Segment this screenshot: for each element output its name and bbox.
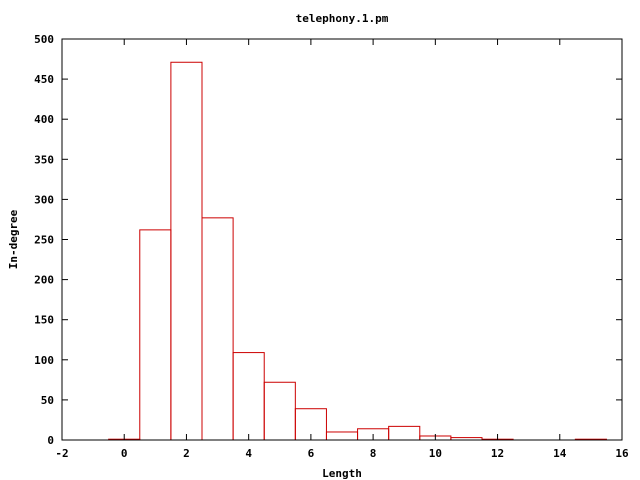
x-tick-label: 14 (553, 447, 567, 460)
x-tick-label: 4 (245, 447, 252, 460)
x-axis-label: Length (322, 467, 362, 480)
bar (325, 431, 359, 441)
x-tick-label: -2 (55, 447, 68, 460)
y-tick-label: 450 (34, 73, 54, 86)
bar (388, 425, 421, 441)
y-tick-label: 200 (34, 274, 54, 287)
x-tick-label: 0 (121, 447, 128, 460)
y-tick-label: 150 (34, 314, 54, 327)
y-tick-label: 100 (34, 354, 54, 367)
y-tick-label: 350 (34, 153, 54, 166)
y-tick-label: 400 (34, 113, 54, 126)
x-tick-label: 8 (370, 447, 377, 460)
y-axis-label: In-degree (7, 209, 20, 269)
y-tick-label: 250 (34, 234, 54, 247)
x-tick-label: 2 (183, 447, 190, 460)
bar (232, 352, 265, 441)
bar (170, 61, 203, 441)
x-tick-label: 16 (615, 447, 629, 460)
chart-title: telephony.1.pm (296, 12, 389, 25)
axes-group: -2 0 2 4 6 8 10 12 14 160501001502002503003504004… (34, 33, 629, 460)
bar (263, 381, 296, 441)
y-tick-label: 300 (34, 193, 54, 206)
bars-group (108, 61, 607, 441)
plot-frame (61, 38, 623, 441)
y-tick-label: 0 (47, 434, 54, 447)
bar (201, 217, 234, 441)
y-tick-label: 50 (41, 394, 54, 407)
x-tick-label: 6 (308, 447, 315, 460)
bar (139, 229, 172, 441)
x-tick-label: 10 (429, 447, 442, 460)
y-tick-label: 500 (34, 33, 54, 46)
x-tick-label: 12 (491, 447, 504, 460)
